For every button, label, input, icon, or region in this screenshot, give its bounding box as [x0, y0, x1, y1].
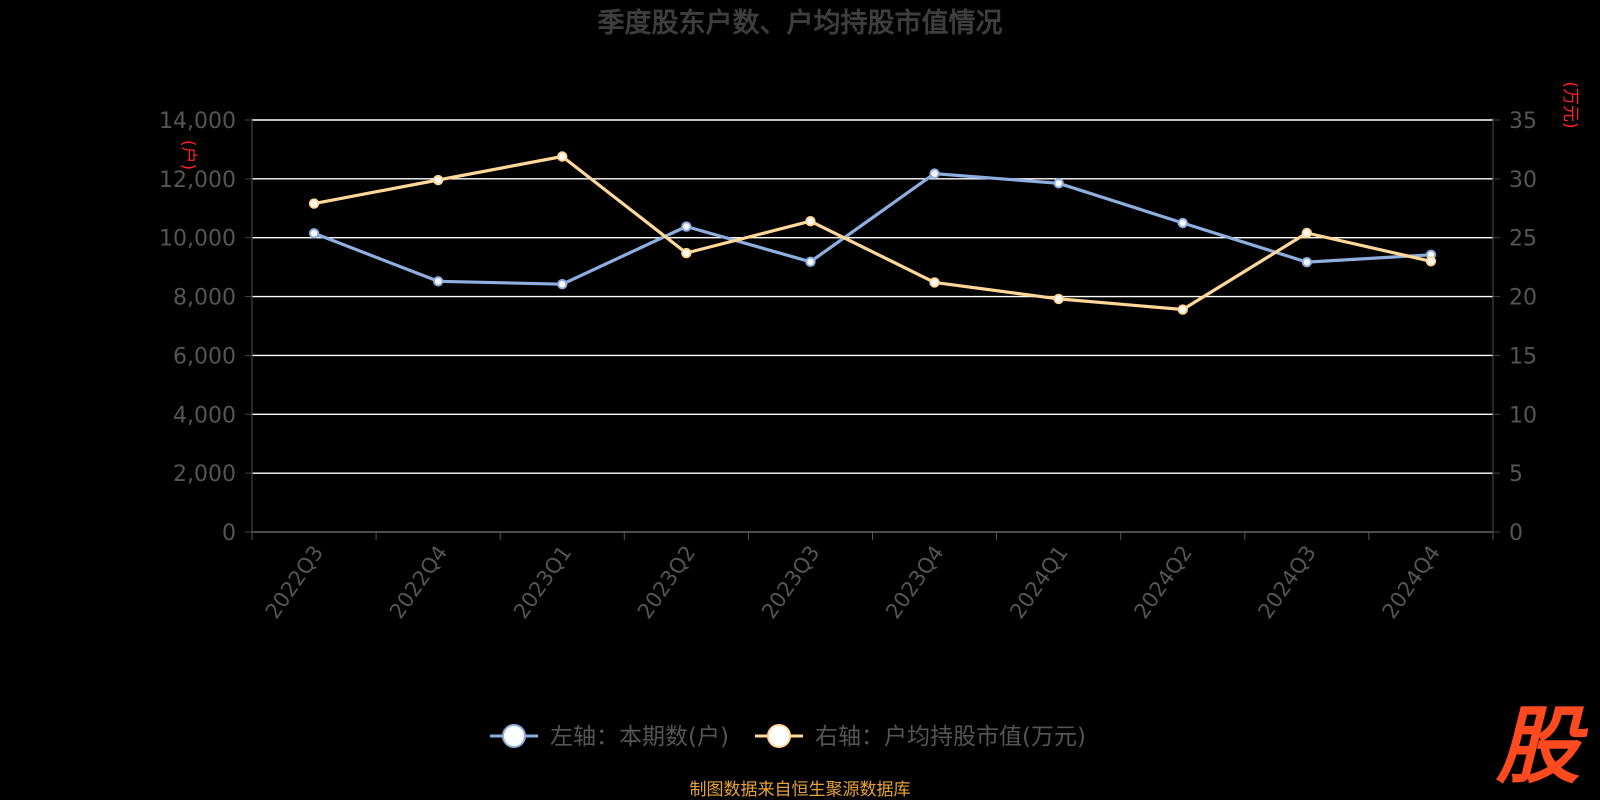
- series-layer: [308, 151, 1437, 315]
- data-point-2[interactable]: [557, 151, 568, 162]
- left-axis-unit: (户): [178, 140, 198, 170]
- data-point-2[interactable]: [432, 174, 444, 186]
- right-tick-label: 15: [1509, 344, 1537, 369]
- data-point-1[interactable]: [308, 228, 320, 239]
- x-tick-label: 2022Q4: [385, 541, 452, 623]
- data-point-1[interactable]: [1301, 256, 1313, 268]
- data-point-2[interactable]: [929, 277, 940, 288]
- x-tick-label: 2023Q2: [633, 541, 700, 623]
- chart-title: 季度股东户数、户均持股市值情况: [598, 7, 1003, 39]
- legend-marker: [502, 724, 526, 748]
- left-tick-label: 10,000: [159, 227, 236, 252]
- data-point-2[interactable]: [1053, 293, 1064, 305]
- left-tick-label: 6,000: [173, 344, 236, 369]
- data-point-1[interactable]: [805, 256, 816, 268]
- x-tick-label: 2023Q1: [509, 541, 576, 623]
- legend-item-2[interactable]: 右轴：户均持股市值(万元): [755, 724, 1086, 750]
- legend-label: 右轴：户均持股市值(万元): [815, 724, 1086, 750]
- data-point-2[interactable]: [308, 198, 320, 209]
- data-point-1[interactable]: [1177, 217, 1188, 229]
- series-line-1: [313, 172, 1432, 286]
- left-tick-label: 12,000: [159, 168, 236, 193]
- data-point-1[interactable]: [681, 221, 692, 232]
- legend-marker: [767, 724, 791, 748]
- axes: 0 0 2,000 5 4,000 10 6,000 15 8,000 20 10,000 25 12,…: [159, 109, 1537, 623]
- data-point-2[interactable]: [1177, 304, 1188, 315]
- right-tick-label: 5: [1509, 462, 1523, 487]
- legend-item-1[interactable]: 左轴：本期数(户): [490, 724, 729, 750]
- left-tick-label: 2,000: [173, 462, 236, 487]
- legend-label: 左轴：本期数(户): [550, 724, 729, 750]
- right-tick-label: 35: [1509, 109, 1537, 134]
- data-point-1[interactable]: [557, 279, 568, 290]
- right-tick-label: 30: [1509, 168, 1537, 193]
- data-point-2[interactable]: [1301, 227, 1313, 239]
- x-tick-label: 2024Q3: [1253, 541, 1320, 623]
- x-tick-label: 2024Q1: [1005, 541, 1072, 623]
- data-point-2[interactable]: [1425, 256, 1437, 267]
- data-point-2[interactable]: [681, 247, 692, 259]
- right-axis-unit: (万元): [1560, 81, 1580, 128]
- left-tick-label: 14,000: [159, 109, 236, 134]
- data-point-1[interactable]: [432, 276, 444, 287]
- right-tick-label: 0: [1509, 521, 1523, 546]
- x-tick-label: 2023Q3: [757, 541, 824, 623]
- source-note: 制图数据来自恒生聚源数据库: [690, 780, 911, 800]
- data-point-2[interactable]: [805, 216, 816, 227]
- left-tick-label: 8,000: [173, 286, 236, 311]
- x-tick-label: 2024Q2: [1129, 541, 1196, 623]
- right-tick-label: 25: [1509, 227, 1537, 252]
- x-tick-label: 2023Q4: [881, 541, 948, 623]
- left-tick-label: 4,000: [173, 403, 236, 428]
- legend[interactable]: 左轴：本期数(户) 右轴：户均持股市值(万元): [490, 724, 1086, 750]
- right-tick-label: 20: [1509, 286, 1537, 311]
- data-point-1[interactable]: [1053, 178, 1064, 189]
- x-tick-label: 2022Q3: [261, 541, 328, 623]
- series-line-2: [313, 154, 1432, 312]
- right-tick-label: 10: [1509, 403, 1537, 428]
- x-tick-label: 2024Q4: [1378, 541, 1445, 623]
- logo-glyph: 股: [1495, 697, 1589, 795]
- data-point-1[interactable]: [929, 168, 940, 179]
- left-tick-label: 0: [222, 521, 236, 546]
- grid-lines: [252, 119, 1493, 474]
